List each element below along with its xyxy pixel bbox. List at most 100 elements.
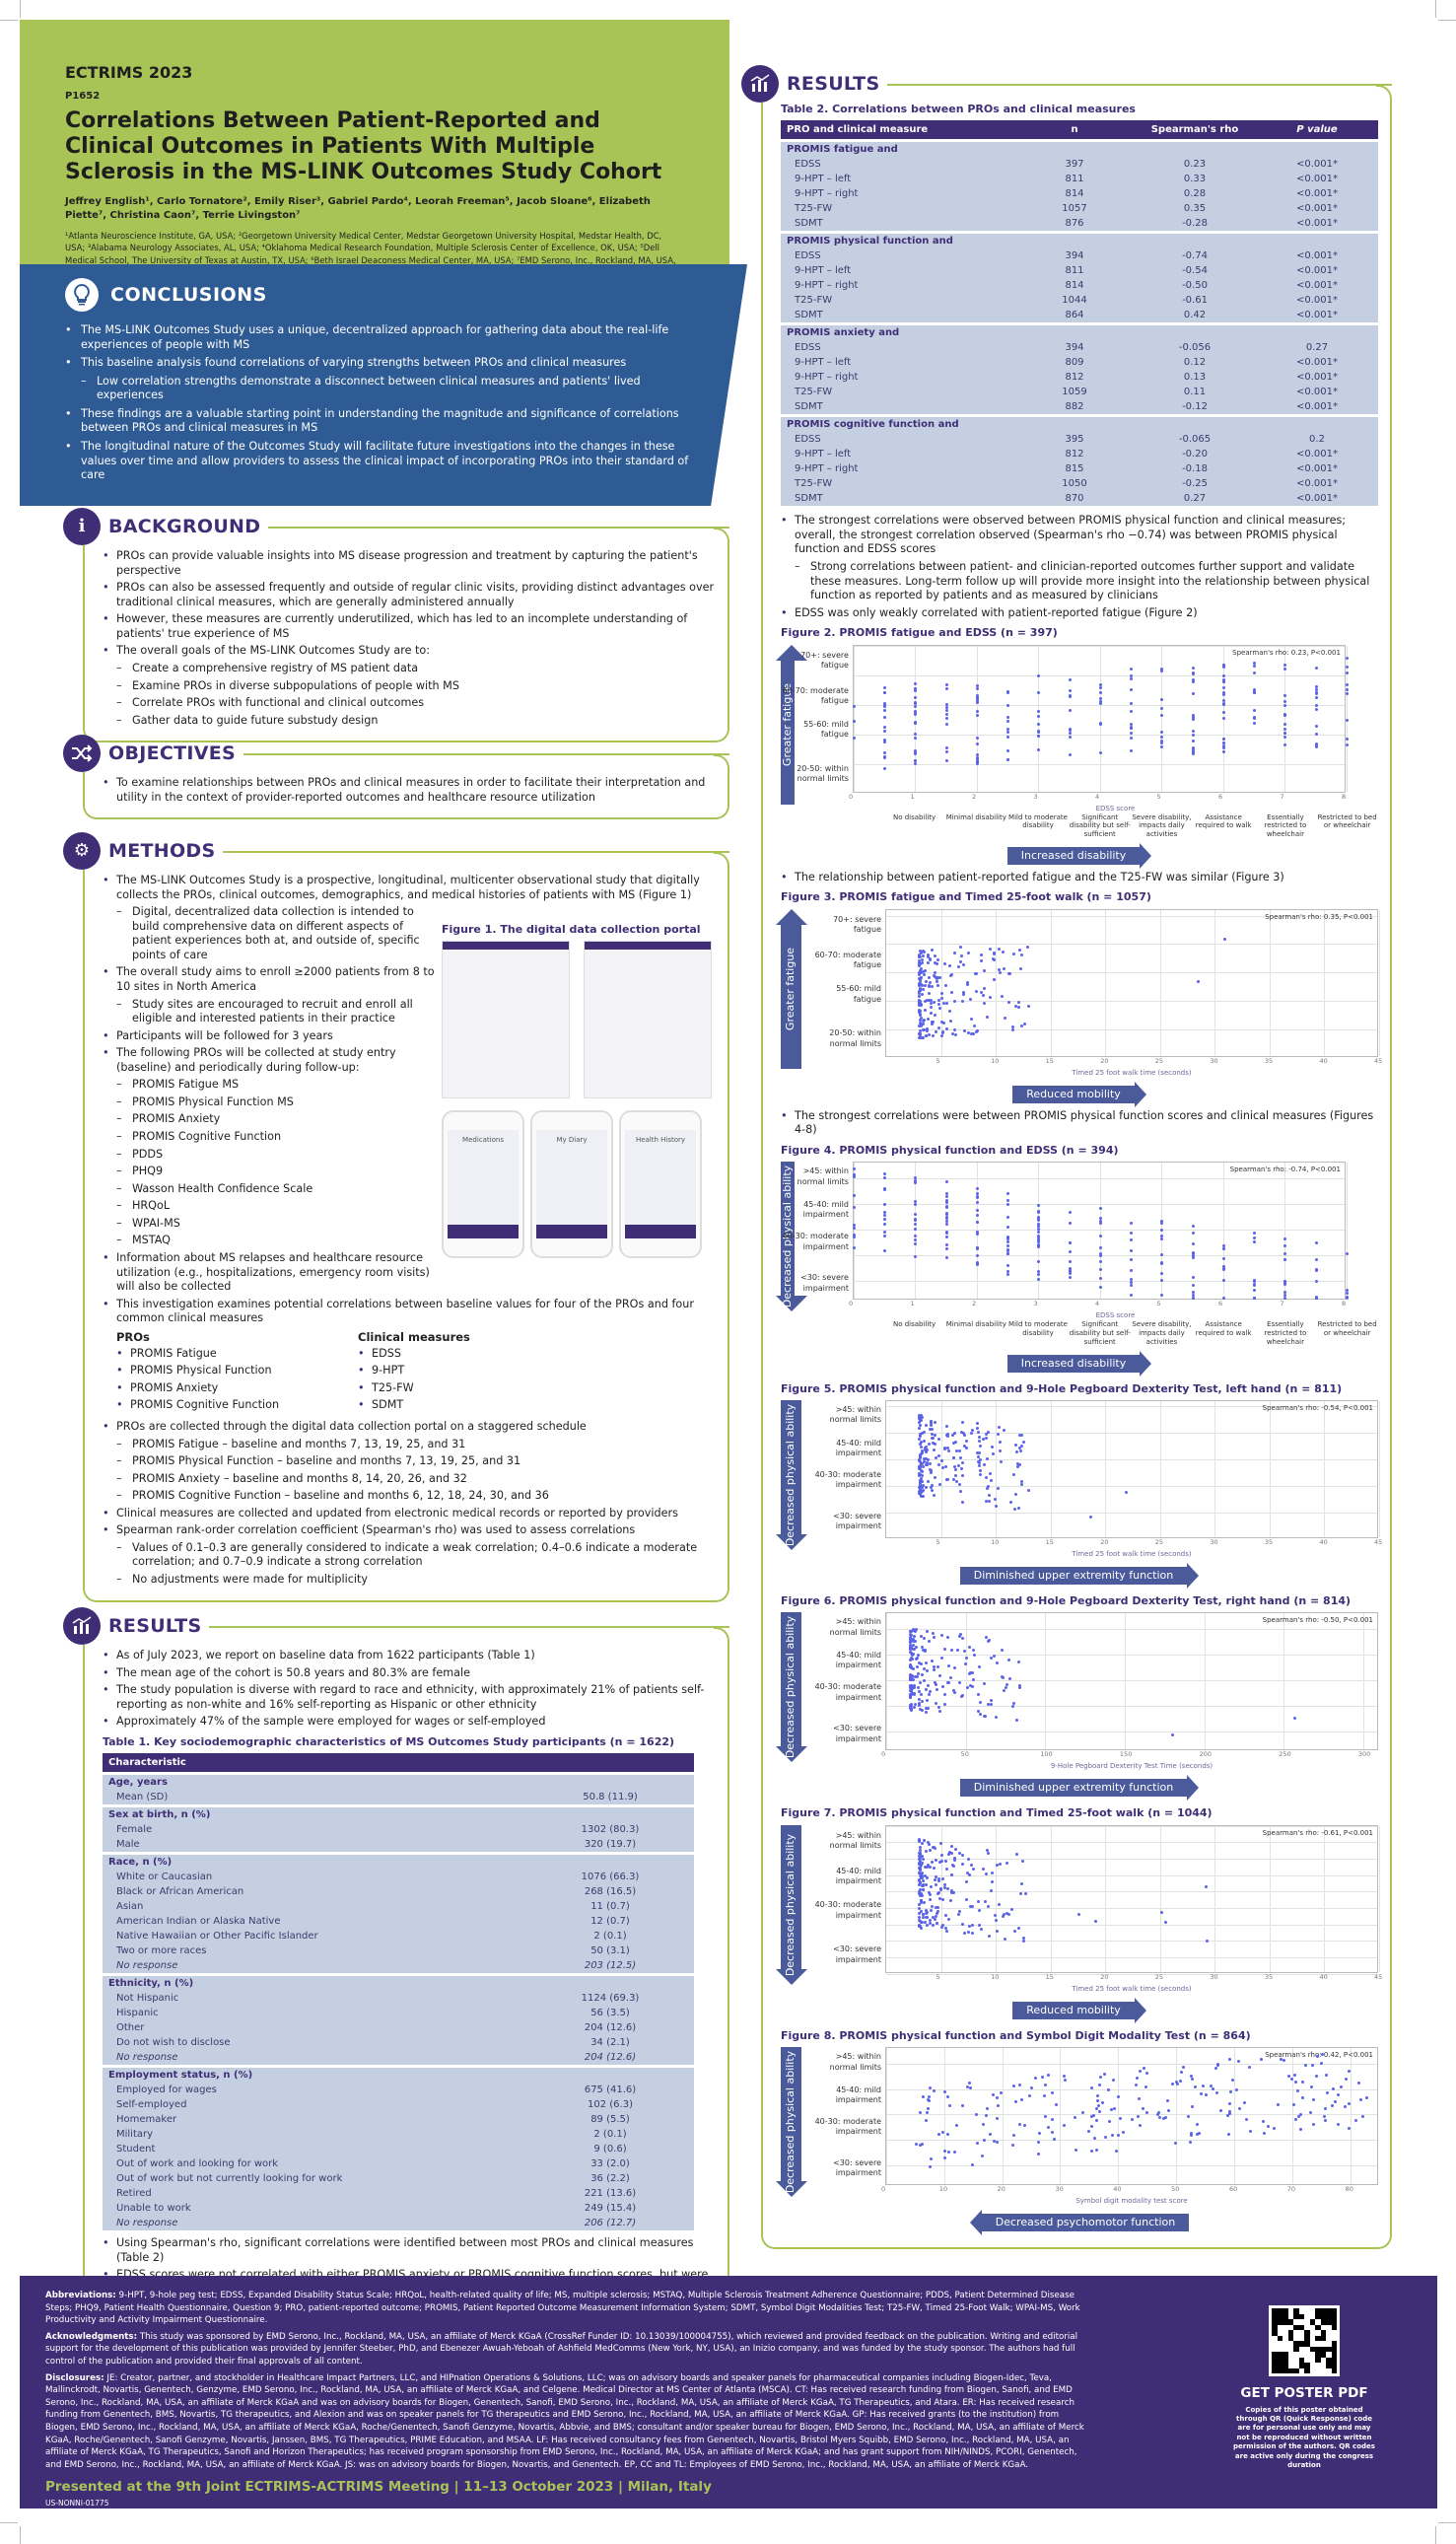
right-arrow-icon: Reduced mobility <box>781 1081 1378 1107</box>
list-item: The longitudinal nature of the Outcomes … <box>65 440 696 483</box>
table-group-label: PROMIS fatigue and <box>781 139 1015 158</box>
list-item: SDMT <box>358 1398 470 1413</box>
divider <box>268 527 729 529</box>
severity-band-labels: 70+: severe fatigue 60-70: moderate fatig… <box>814 914 881 1048</box>
qr-box: GET POSTER PDF Copies of this poster obt… <box>1230 2305 1378 2471</box>
table-row: Homemaker 89 (5.5) <box>103 2112 694 2128</box>
portal-screenshot-health-history <box>584 941 712 1099</box>
methods-intro-item: The MS-LINK Outcomes Study is a prospect… <box>103 874 716 902</box>
table-row: No response 203 (12.5) <box>103 1958 694 1975</box>
table-1-title: Table 1. Key sociodemographic characteri… <box>103 1734 675 1748</box>
table-row: 9-HPT – left 809 0.12 <0.001* <box>781 355 1378 371</box>
conclusions-heading: CONCLUSIONS <box>65 278 708 312</box>
table-row: SDMT 882 -0.12 <0.001* <box>781 399 1378 416</box>
table-row: Out of work and looking for work 33 (2.0) <box>103 2156 694 2172</box>
crop-mark <box>20 0 21 18</box>
up-arrow-icon: Greater fatigue <box>776 908 807 1069</box>
list-item: PROMIS Anxiety <box>116 1381 279 1396</box>
figure-5: Figure 5. PROMIS physical function and 9… <box>776 1382 1382 1589</box>
table-row: American Indian or Alaska Native 12 (0.7) <box>103 1914 694 1930</box>
list-item: EDSS <box>358 1347 470 1362</box>
table-row: 9-HPT – right 814 0.28 <0.001* <box>781 186 1378 202</box>
divider <box>223 851 729 853</box>
figure-2: Figure 2. PROMIS fatigue and EDSS (n = 3… <box>776 626 1378 869</box>
table-1-header: Characteristic <box>103 1753 526 1774</box>
list-item: Examine PROs in diverse subpopulations o… <box>103 679 716 694</box>
methods-investigation: This investigation examines potential co… <box>103 1298 716 1326</box>
phone-medications: Medications <box>442 1110 524 1259</box>
authors: Jeffrey English¹, Carlo Tornatore², Emil… <box>65 195 651 222</box>
results-right-section: RESULTS Table 2. Correlations between PR… <box>741 65 1392 2250</box>
x-axis-ticks: 0 50 100 150 200 250 300 <box>881 1750 1371 1759</box>
list-item: EDSS was only weakly correlated with pat… <box>781 606 1378 621</box>
table-row: Self-employed 102 (6.3) <box>103 2097 694 2113</box>
results-title: RESULTS <box>787 72 880 95</box>
list-item: PDDS <box>103 1148 438 1163</box>
table-2-header: n <box>1015 120 1134 141</box>
crop-mark <box>1435 0 1436 18</box>
figure-title: Figure 2. PROMIS fatigue and EDSS (n = 3… <box>781 626 1058 640</box>
table-row: Native Hawaiian or Other Pacific Islande… <box>103 1929 694 1944</box>
shuffle-icon <box>63 735 101 772</box>
table-row: Student 9 (0.6) <box>103 2142 694 2157</box>
conclusions-list: The MS-LINK Outcomes Study uses a unique… <box>65 323 696 483</box>
objectives-title: OBJECTIVES <box>108 742 237 764</box>
table-row: Female 1302 (80.3) <box>103 1822 694 1838</box>
right-arrow-icon: Increased disability <box>781 1350 1378 1377</box>
x-axis-ticks: 0 10 20 30 40 50 60 70 80 <box>881 2185 1353 2194</box>
spearman-annotation: Spearman's rho: -0.50, P<0.001 <box>1262 1616 1373 1625</box>
spearman-annotation: Spearman's rho: -0.74, P<0.001 <box>1229 1166 1341 1174</box>
table-row: 9-HPT – right 814 -0.50 <0.001* <box>781 278 1378 294</box>
table-row: No response 206 (12.7) <box>103 2216 694 2231</box>
list-item: Values of 0.1–0.3 are generally consider… <box>103 1541 716 1570</box>
spearman-annotation: Spearman's rho: 0.35, P<0.001 <box>1265 912 1373 921</box>
table-row: Military 2 (0.1) <box>103 2127 694 2143</box>
crop-mark <box>1438 20 1456 21</box>
list-item: PHQ9 <box>103 1165 438 1179</box>
x-axis-ticks: 5 10 15 20 25 30 35 40 45 <box>936 1056 1383 1065</box>
lightbulb-icon <box>65 278 99 312</box>
table-group-label: PROMIS anxiety and <box>781 322 1015 341</box>
list-item: PROs can also be assessed frequently and… <box>103 581 716 609</box>
spearman-annotation: Spearman's rho: 0.42, P<0.001 <box>1265 2051 1373 2060</box>
crop-mark <box>20 2526 21 2544</box>
figure-title: Figure 8. PROMIS physical function and S… <box>781 2028 1251 2042</box>
phone-my-diary: My Diary <box>530 1110 613 1259</box>
list-item: The mean age of the cohort is 50.8 years… <box>103 1666 716 1681</box>
list-item: The strongest correlations were between … <box>781 1109 1378 1138</box>
qr-disclaimer: Copies of this poster obtained through Q… <box>1233 2405 1375 2470</box>
results-title: RESULTS <box>108 1614 202 1637</box>
table-row: Retired 221 (13.6) <box>103 2186 694 2202</box>
conclusions-panel: CONCLUSIONS The MS-LINK Outcomes Study u… <box>20 264 747 506</box>
list-item: This baseline analysis found correlation… <box>65 356 696 371</box>
divider <box>243 753 729 755</box>
disclosures: Disclosures: JE: Creator, partner, and s… <box>45 2372 1084 2470</box>
conclusions-title: CONCLUSIONS <box>110 283 267 306</box>
down-arrow-icon: Decreased physical ability <box>776 2047 807 2198</box>
table-row: Hispanic 56 (3.5) <box>103 2006 694 2021</box>
figure-title: Figure 4. PROMIS physical function and E… <box>781 1143 1119 1157</box>
table-row: Not Hispanic 1124 (69.3) <box>103 1991 694 2007</box>
scatter-plot: Spearman's rho: -0.54, P<0.001 <box>885 1399 1380 1538</box>
results-left-list: As of July 2023, we report on baseline d… <box>103 1649 716 1730</box>
poster-footer: Abbreviations: 9-HPT, 9-hole peg test; E… <box>20 2276 1437 2509</box>
right-arrow-icon: Increased disability <box>781 842 1378 869</box>
table-row: T25-FW 1050 -0.25 <0.001* <box>781 476 1378 492</box>
table-group-label: Age, years <box>103 1772 526 1791</box>
list-item: Create a comprehensive registry of MS pa… <box>103 662 716 676</box>
table-row: 9-HPT – left 811 0.33 <0.001* <box>781 172 1378 187</box>
list-item: PROMIS Anxiety <box>103 1112 438 1127</box>
table-row: EDSS 395 -0.065 0.2 <box>781 432 1378 448</box>
clinical-list: EDSS 9-HPT T25-FW SDMT <box>358 1347 470 1413</box>
list-item: WPAI-MS <box>103 1217 438 1232</box>
table-group-label: Ethnicity, n (%) <box>103 1973 526 1992</box>
x-axis-title: 9-Hole Pegboard Dexterity Test Time (sec… <box>1050 1762 1213 1771</box>
clinical-header: Clinical measures <box>358 1329 470 1344</box>
figure-title: Figure 6. PROMIS physical function and 9… <box>781 1593 1352 1607</box>
methods-list-narrow: Digital, decentralized data collection i… <box>103 905 438 1295</box>
spearman-annotation: Spearman's rho: -0.61, P<0.001 <box>1262 1828 1373 1837</box>
table-row: Unable to work 249 (15.4) <box>103 2201 694 2217</box>
list-item: PROs can provide valuable insights into … <box>103 549 716 578</box>
list-item: Approximately 47% of the sample were emp… <box>103 1715 716 1730</box>
qr-code-icon[interactable] <box>1269 2305 1340 2376</box>
